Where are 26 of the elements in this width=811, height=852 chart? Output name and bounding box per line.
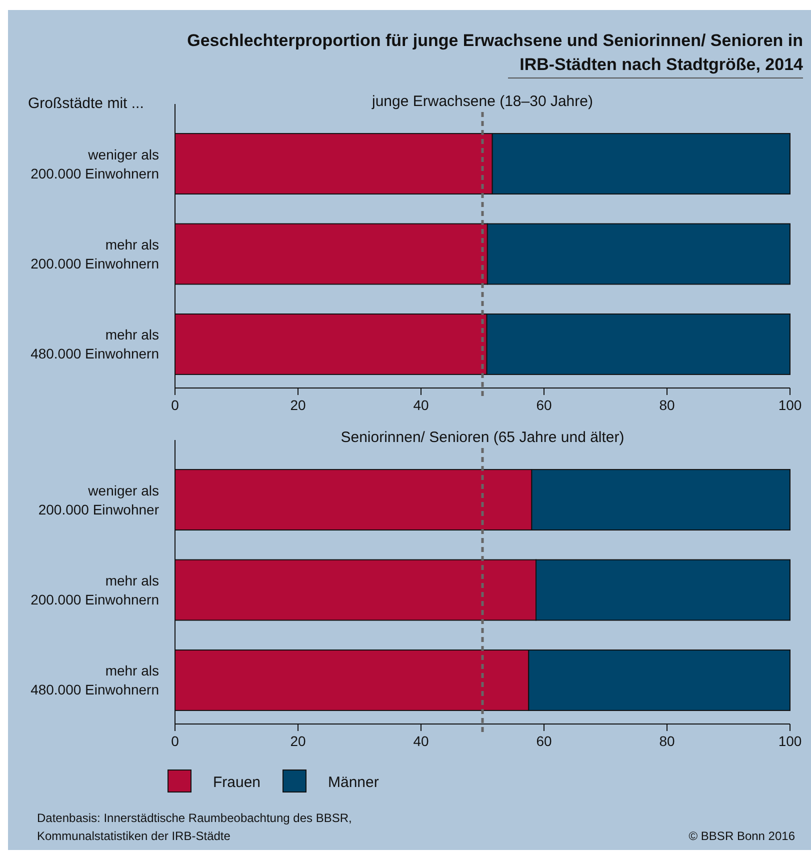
x-tick-label: 40 <box>413 397 429 413</box>
x-tick-label: 80 <box>659 733 675 749</box>
chart-title: Geschlechterproportion für junge Erwachsene und Seniorinnen/ Senioren in IRB-Städten nach Stadtgröße, 2014 <box>187 31 804 74</box>
y-tick-label: mehr als 480.000 Einwohnern <box>30 326 159 362</box>
x-tick-label: 20 <box>290 733 306 749</box>
chart-subtitle: Seniorinnen/ Senioren (65 Jahre und älter) <box>340 429 624 446</box>
text: Datenbasis: Innerstädtische Raumbeobachtung des BBSR, Kommunalstatistiken der IRB-Städte <box>37 811 352 843</box>
x-tick-label: 100 <box>778 733 802 749</box>
x-tick-label: 80 <box>659 397 675 413</box>
y-tick-label: mehr als 480.000 Einwohnern <box>30 662 159 698</box>
x-tick-label: 60 <box>536 397 552 413</box>
y-tick-label: weniger als 200.000 Einwohner <box>38 482 160 518</box>
x-tick-label: 0 <box>171 397 180 413</box>
legend-label: Frauen <box>213 774 261 791</box>
x-tick-label: 60 <box>536 733 552 749</box>
y-tick-label: mehr als 200.000 Einwohnern <box>30 236 159 272</box>
x-tick-label: 100 <box>778 397 802 413</box>
x-tick-label: 40 <box>413 733 429 749</box>
text: © BBSR Bonn 2016 <box>688 829 796 843</box>
x-tick-label: 20 <box>290 397 306 413</box>
x-tick-label: 0 <box>171 733 180 749</box>
y-axis-title: Großstädte mit ... <box>28 95 144 112</box>
legend-label: Männer <box>328 774 379 791</box>
chart-subtitle: junge Erwachsene (18–30 Jahre) <box>371 93 593 110</box>
y-tick-label: mehr als 200.000 Einwohnern <box>30 572 159 608</box>
y-tick-label: weniger als 200.000 Einwohnern <box>30 146 159 182</box>
